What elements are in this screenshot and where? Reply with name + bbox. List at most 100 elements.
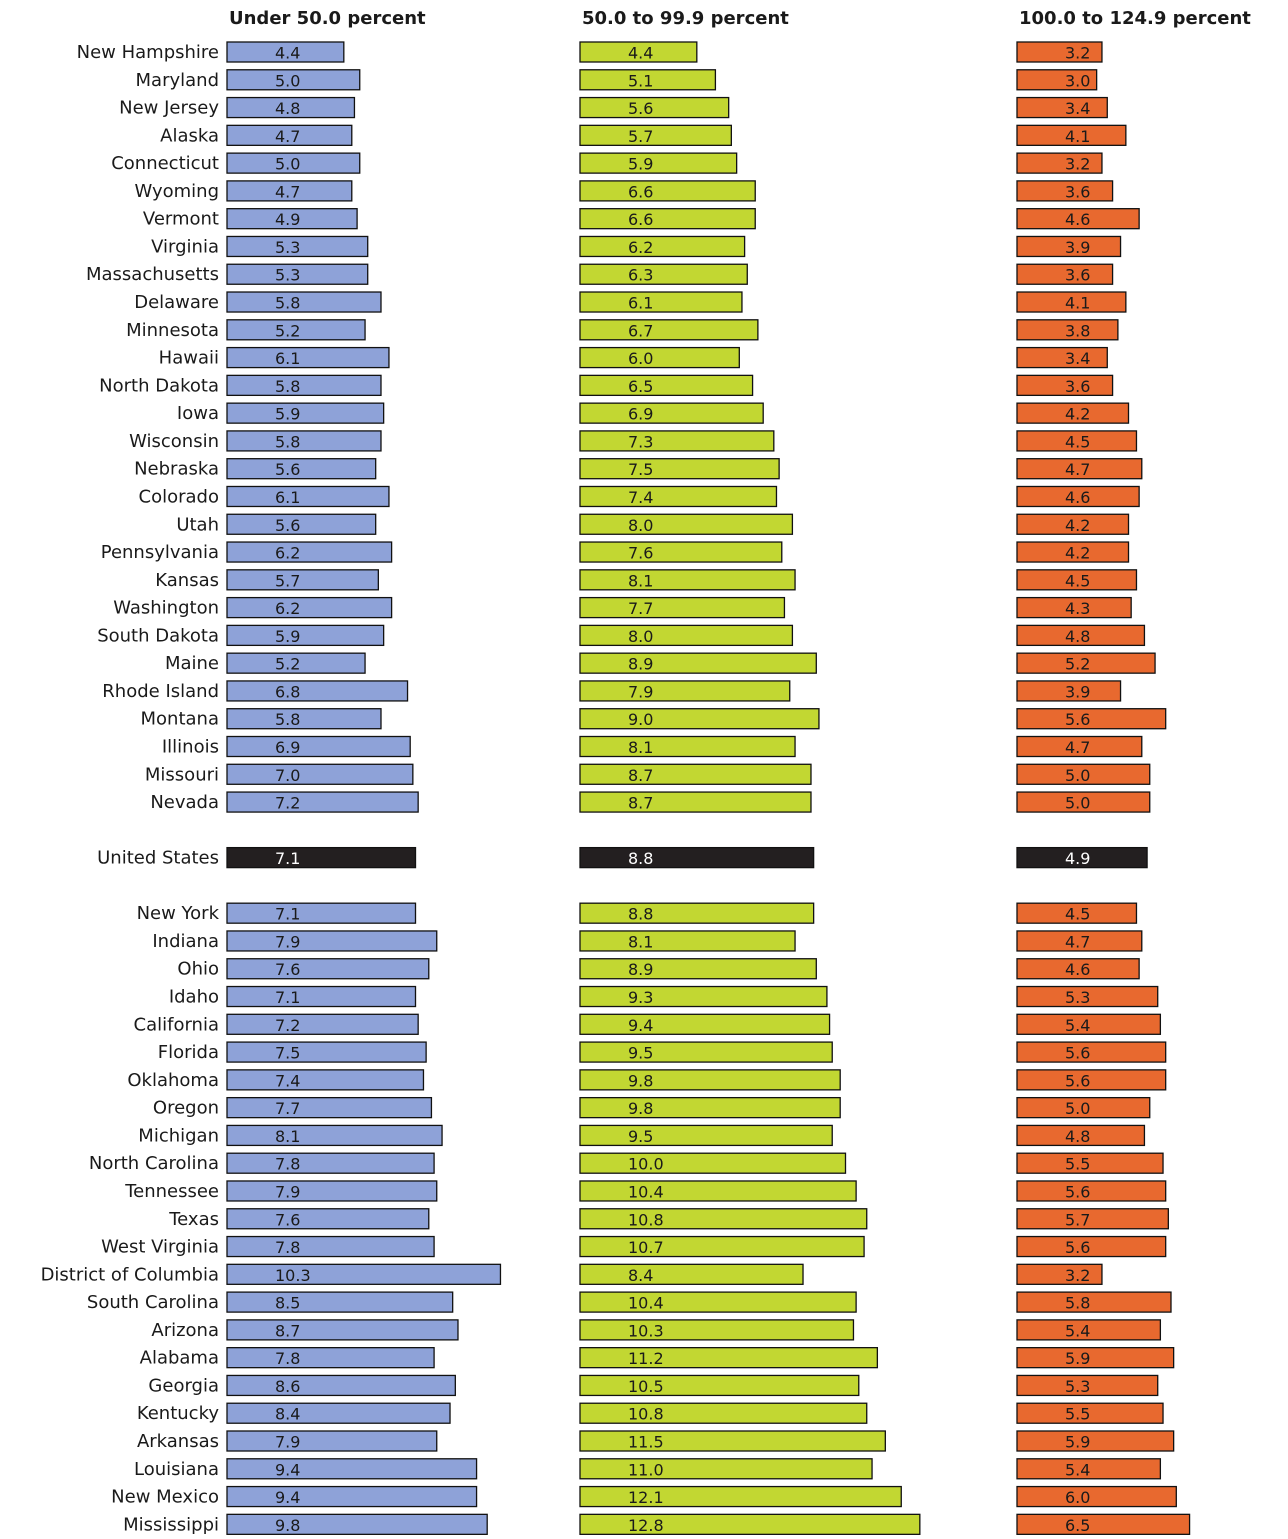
value-label: 7.5	[628, 460, 653, 479]
value-label: 5.6	[1065, 1071, 1090, 1090]
bar	[226, 1513, 488, 1535]
bar	[579, 541, 783, 563]
value-label: 5.2	[275, 655, 300, 674]
value-label: 5.9	[1065, 1349, 1090, 1368]
value-label: 5.0	[1065, 1099, 1090, 1118]
category-label: United States	[97, 848, 219, 869]
value-label: 11.2	[628, 1349, 664, 1368]
category-label: Montana	[141, 709, 219, 730]
value-label: 6.5	[628, 377, 653, 396]
value-label: 5.9	[275, 627, 300, 646]
bar	[1016, 1235, 1167, 1258]
value-label: 6.8	[275, 682, 300, 701]
category-label: North Dakota	[99, 375, 219, 396]
bar	[226, 1152, 435, 1174]
bar	[1016, 1013, 1162, 1035]
value-label: 5.2	[275, 321, 300, 340]
bar	[226, 1402, 451, 1424]
value-label: 5.9	[628, 155, 653, 174]
value-label: 4.7	[1065, 460, 1090, 479]
bar	[579, 1374, 860, 1397]
value-label: 10.4	[628, 1294, 664, 1313]
value-label: 5.0	[275, 155, 300, 174]
bar	[226, 1096, 433, 1119]
value-label: 3.8	[1065, 321, 1090, 340]
value-label: 8.6	[275, 1377, 300, 1396]
bar	[226, 69, 361, 91]
category-label: Arizona	[151, 1320, 219, 1341]
value-label: 6.2	[275, 544, 300, 563]
bar	[226, 1235, 435, 1258]
value-label: 8.7	[628, 794, 653, 813]
category-label: New Mexico	[111, 1487, 219, 1508]
bar	[226, 930, 438, 952]
bar	[1016, 180, 1114, 202]
bar	[226, 791, 419, 813]
value-label: 7.5	[275, 1044, 300, 1063]
bar	[226, 958, 430, 980]
category-label: Kentucky	[137, 1403, 220, 1424]
value-label: 3.4	[1065, 349, 1090, 368]
category-label: Massachusetts	[86, 264, 219, 285]
bar	[579, 374, 754, 397]
bar	[579, 708, 820, 730]
bar	[1016, 458, 1143, 480]
value-label: 5.4	[1065, 1460, 1090, 1479]
bar	[226, 1485, 478, 1508]
bar	[226, 596, 393, 619]
value-label: 7.1	[275, 905, 300, 924]
value-label: 11.5	[628, 1433, 664, 1452]
bar	[579, 1069, 841, 1091]
bar	[579, 1096, 841, 1119]
value-label: 6.6	[628, 182, 653, 201]
value-label: 4.5	[1065, 571, 1090, 590]
value-label: 10.3	[628, 1321, 664, 1340]
bar	[1016, 680, 1122, 702]
bar	[1016, 291, 1127, 313]
category-label: Florida	[158, 1042, 219, 1063]
bar	[579, 513, 794, 535]
value-label: 5.6	[1065, 1182, 1090, 1201]
category-label: New Hampshire	[77, 42, 219, 63]
bar	[226, 680, 409, 702]
value-label: 3.6	[1065, 182, 1090, 201]
value-label: 4.6	[1065, 960, 1090, 979]
bar	[1016, 791, 1151, 813]
bar	[579, 1124, 833, 1147]
bar	[1016, 596, 1132, 619]
bar	[226, 124, 353, 146]
bar	[1016, 1347, 1175, 1369]
bar	[226, 430, 382, 452]
bar	[226, 458, 377, 480]
bar	[579, 1208, 868, 1230]
bar	[226, 985, 417, 1008]
bar	[1016, 263, 1114, 285]
value-label: 7.9	[628, 682, 653, 701]
bar	[1016, 1374, 1159, 1397]
category-label: Nebraska	[134, 459, 219, 480]
value-label: 4.2	[1065, 405, 1090, 424]
category-label: Pennsylvania	[101, 542, 219, 563]
value-label: 5.8	[1065, 1294, 1090, 1313]
value-label: 10.4	[628, 1182, 664, 1201]
value-label: 7.8	[275, 1238, 300, 1257]
value-label: 6.3	[628, 266, 653, 285]
category-label: Mississippi	[123, 1514, 219, 1535]
value-label: 7.6	[275, 1210, 300, 1229]
value-label: 4.3	[1065, 599, 1090, 618]
value-label: 12.8	[628, 1516, 664, 1535]
bar	[1016, 1208, 1169, 1230]
bar	[579, 319, 759, 341]
value-label: 8.8	[628, 849, 653, 868]
bar	[1016, 985, 1159, 1008]
bar	[579, 1513, 921, 1535]
value-label: 8.4	[275, 1405, 300, 1424]
bar	[579, 624, 794, 647]
bar	[1016, 958, 1140, 980]
bar	[1016, 346, 1108, 369]
bar	[579, 291, 743, 313]
value-label: 6.2	[628, 238, 653, 257]
bar	[579, 41, 698, 63]
bar	[1016, 1485, 1177, 1508]
